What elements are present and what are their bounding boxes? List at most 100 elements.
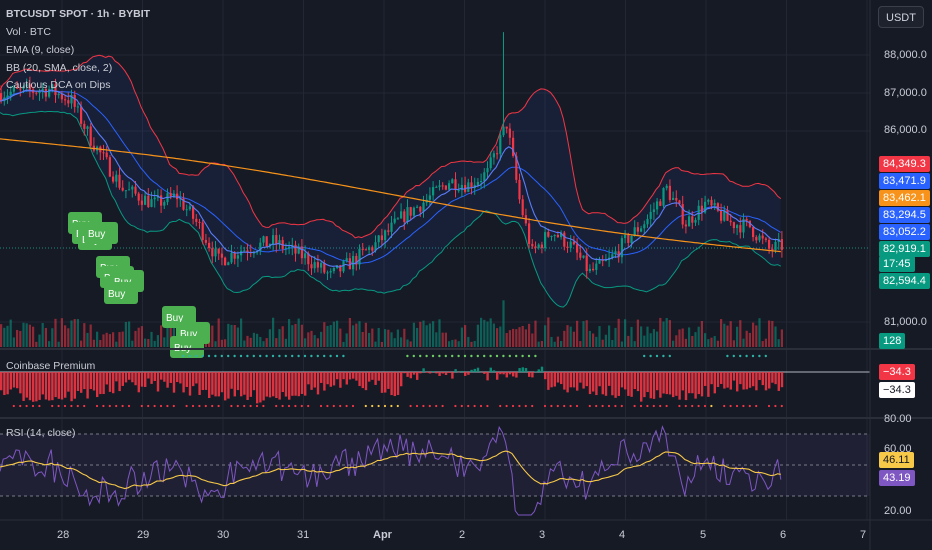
volume-bar — [3, 327, 6, 347]
premium-dot — [345, 404, 348, 408]
premium-bar — [649, 372, 652, 399]
symbol-title[interactable]: BTCUSDT SPOT · 1h · BYBIT — [6, 8, 151, 20]
candle-body — [627, 234, 630, 243]
premium-bar — [748, 372, 752, 388]
candle-body — [480, 181, 483, 183]
premium-bar — [243, 372, 246, 395]
currency-button[interactable]: USDT — [878, 6, 924, 28]
candle-body — [6, 95, 9, 98]
premium-bar — [19, 372, 22, 394]
premium-bar — [515, 372, 518, 378]
candle-body — [19, 88, 22, 90]
signal-dot — [649, 354, 652, 358]
candle-body — [380, 235, 383, 241]
signal-dot — [438, 354, 441, 358]
premium-bar — [137, 372, 140, 393]
premium-bar — [48, 372, 51, 401]
candle-body — [588, 268, 591, 272]
volume-bar — [89, 324, 92, 347]
premium-bar — [89, 372, 92, 390]
premium-bar — [307, 372, 310, 385]
premium-bar — [44, 372, 48, 400]
candle-body — [220, 253, 223, 258]
premium-dot — [767, 404, 771, 408]
volume-bar — [550, 336, 553, 347]
premium-bar — [492, 370, 496, 372]
candle-body — [320, 263, 323, 268]
premium-dot — [505, 404, 508, 408]
legend-coinbase-premium[interactable]: Coinbase Premium — [6, 360, 96, 372]
premium-dot — [415, 404, 419, 408]
premium-bar — [60, 372, 64, 400]
volume-bar — [268, 329, 271, 347]
volume-bar — [220, 339, 223, 347]
signal-dot — [214, 354, 217, 358]
premium-bar — [707, 372, 710, 397]
premium-bar — [358, 372, 361, 387]
candle-body — [451, 179, 454, 184]
premium-bar — [112, 372, 115, 394]
volume-bar — [684, 338, 687, 347]
volume-bar — [288, 319, 291, 347]
premium-bar — [294, 372, 297, 396]
volume-bar — [118, 332, 121, 347]
premium-dot — [703, 404, 707, 408]
candle-body — [192, 206, 195, 219]
volume-bar — [35, 341, 38, 347]
candle-body — [201, 222, 204, 240]
volume-bar — [608, 325, 611, 347]
volume-bar — [624, 319, 627, 347]
volume-bar — [572, 331, 575, 347]
premium-bar — [486, 372, 489, 381]
price-badge-bb-basis: 83,294.5 — [879, 207, 930, 223]
volume-bar — [774, 326, 777, 347]
legend-strategy[interactable]: Cautious DCA on Dips — [6, 79, 111, 91]
legend-ema[interactable]: EMA (9, close) — [6, 44, 75, 56]
premium-dot — [409, 404, 412, 408]
candle-body — [745, 219, 748, 221]
rsi-pane — [0, 425, 870, 516]
signal-dot — [463, 354, 467, 358]
premium-bar — [300, 372, 304, 394]
volume-bar — [147, 339, 150, 347]
candle-body — [329, 271, 332, 273]
volume-bar — [387, 329, 390, 347]
volume-bar — [652, 329, 655, 347]
premium-bar — [156, 372, 160, 392]
premium-bar — [704, 372, 707, 386]
premium-dot — [460, 404, 463, 408]
premium-bar — [739, 372, 742, 385]
legend-bb[interactable]: BB (20, SMA, close, 2) — [6, 62, 113, 74]
signal-dot — [239, 354, 243, 358]
volume-bar — [473, 340, 476, 347]
premium-bar — [438, 372, 441, 376]
volume-bar — [688, 327, 691, 347]
volume-bar — [451, 339, 454, 347]
legend-rsi[interactable]: RSI (14, close) — [6, 427, 76, 439]
premium-bar — [185, 372, 188, 387]
premium-bar — [288, 372, 291, 400]
premium-dot — [63, 404, 67, 408]
premium-bar — [390, 372, 393, 396]
legend-volume[interactable]: Vol · BTC — [6, 26, 51, 38]
candle-body — [652, 209, 655, 212]
signal-dot — [297, 354, 300, 358]
volume-bar — [236, 327, 239, 347]
volume-bar — [336, 320, 339, 347]
premium-bar — [278, 372, 281, 400]
signal-dot — [220, 354, 223, 358]
premium-bar — [153, 372, 156, 381]
candle-body — [764, 238, 767, 240]
premium-bar — [524, 368, 528, 372]
candle-body — [595, 263, 598, 270]
volume-bar — [128, 321, 131, 347]
volume-bar — [560, 341, 563, 347]
candle-body — [393, 218, 396, 223]
premium-bar — [633, 372, 636, 390]
premium-dot — [76, 404, 79, 408]
premium-dot — [620, 404, 623, 408]
premium-bar — [499, 372, 502, 375]
volume-bar — [332, 321, 335, 347]
premium-dot — [383, 404, 387, 408]
